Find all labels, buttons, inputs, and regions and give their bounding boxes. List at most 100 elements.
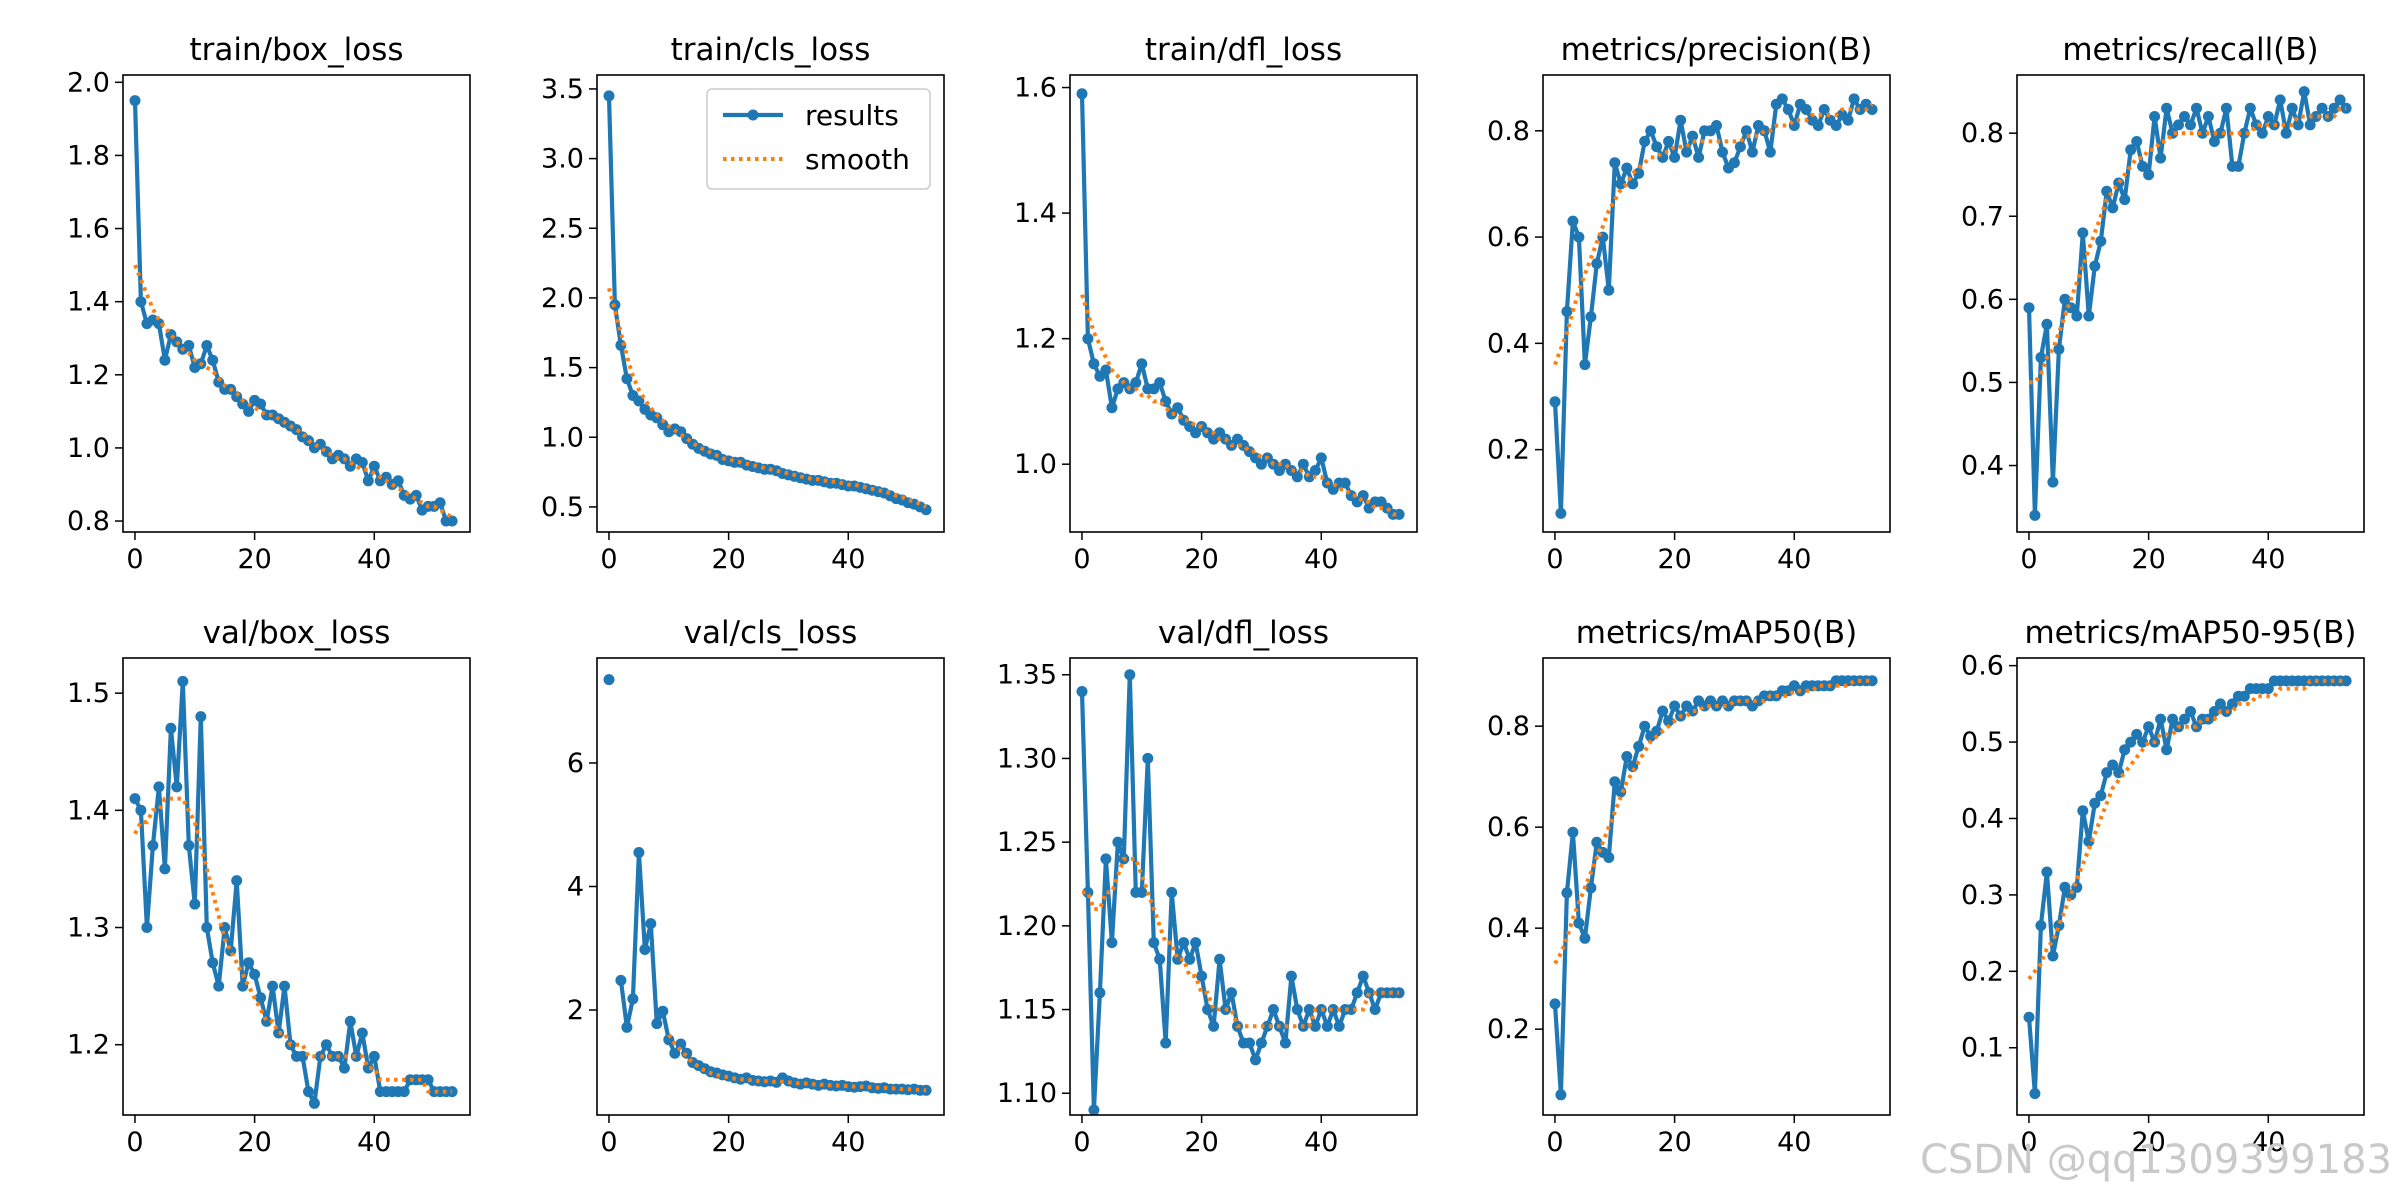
results-point [1591, 258, 1603, 270]
results-point [1076, 686, 1088, 697]
results-point [1734, 141, 1746, 153]
panel-title: metrics/mAP50-95(B) [2024, 615, 2356, 651]
x-tick-label: 20 [1657, 1127, 1691, 1158]
results-point [2310, 111, 2322, 122]
results-point [1866, 104, 1878, 115]
results-point [1339, 477, 1351, 489]
x-tick-label: 0 [1073, 544, 1090, 575]
results-point [1178, 937, 1190, 949]
x-tick-label: 0 [1546, 544, 1563, 575]
axes-frame [1542, 74, 1891, 533]
y-tick-label: 0.5 [1961, 727, 2004, 758]
results-point [171, 781, 183, 793]
results-point [1615, 178, 1627, 190]
results-point [2125, 736, 2137, 748]
results-point [1279, 1037, 1291, 1049]
results-point [1711, 120, 1722, 131]
results-point [273, 1027, 285, 1039]
results-point [1621, 751, 1633, 762]
results-point [129, 793, 141, 805]
results-point [1830, 120, 1842, 131]
y-tick-label: 4 [567, 872, 584, 903]
y-tick-label: 1.4 [1014, 198, 1057, 229]
y-tick-label: 1.15 [997, 995, 1057, 1026]
axes-frame [596, 74, 945, 533]
results-point [1255, 1037, 1267, 1049]
results-point [2220, 102, 2232, 114]
results-point [350, 1050, 362, 1062]
x-tick-label: 20 [2131, 1127, 2165, 1158]
results-point [1585, 882, 1597, 894]
results-point [1088, 1104, 1100, 1115]
results-point [627, 993, 639, 1005]
results-point [1148, 937, 1160, 949]
results-point [1309, 1020, 1321, 1032]
y-tick-label: 0.6 [1961, 284, 2004, 315]
results-point [207, 354, 219, 366]
watermark-text: CSDN @qq1309399183 [1920, 1137, 2392, 1183]
results-point [1609, 776, 1621, 788]
results-line [1552, 678, 1873, 1097]
results-point [2107, 202, 2119, 214]
x-tick-label: 40 [831, 544, 865, 575]
results-point [2214, 698, 2226, 710]
y-tick-label: 0.7 [1961, 201, 2004, 232]
results-point [1094, 987, 1106, 999]
panel-metrics-map50-95-b: metrics/mAP50-95(B) 0 20 40 0.1 0.2 0.3 0.4 0.5 0… [1961, 615, 2365, 1158]
results-point [183, 340, 195, 351]
results-point [183, 840, 195, 851]
x-tick-label: 40 [2251, 544, 2285, 575]
results-point [1142, 752, 1154, 764]
results-point [129, 95, 141, 107]
results-point [2197, 127, 2208, 139]
results-point [1746, 146, 1758, 158]
y-tick-label: 0.2 [1961, 956, 2004, 987]
panel-title: metrics/recall(B) [2062, 32, 2318, 68]
panel-title: train/dfl_loss [1145, 32, 1342, 68]
results-point [1663, 135, 1675, 147]
results-point [1758, 125, 1770, 137]
results-point [153, 781, 165, 793]
y-tick-label: 1.4 [67, 287, 110, 318]
panel-metrics-map50-b: metrics/mAP50(B) 0 20 40 0.2 0.4 0.6 0.8 [1487, 615, 1891, 1158]
results-point [1136, 886, 1148, 898]
results-point [603, 674, 615, 686]
results-point [2143, 721, 2155, 733]
y-tick-label: 1.0 [1014, 449, 1057, 480]
results-point [2095, 235, 2107, 247]
results-point [2047, 476, 2059, 488]
panel-title: train/cls_loss [671, 32, 871, 68]
results-point [1561, 887, 1573, 899]
results-point [1261, 1020, 1273, 1032]
results-point [2143, 169, 2155, 181]
results-point [1663, 715, 1675, 727]
results-point [1124, 669, 1136, 681]
results-point [1208, 1020, 1220, 1032]
results-point [1076, 88, 1088, 100]
results-point [2029, 1088, 2041, 1100]
x-tick-label: 20 [237, 544, 271, 575]
results-point [1651, 725, 1663, 737]
results-point [2214, 127, 2226, 139]
results-point [1585, 311, 1597, 323]
x-tick-label: 20 [1184, 1127, 1218, 1158]
y-tick-label: 1.30 [997, 743, 1057, 774]
y-tick-label: 1.5 [67, 678, 110, 709]
results-point [2226, 698, 2238, 710]
results-point [1154, 953, 1166, 965]
results-point [1285, 970, 1297, 982]
results-point [1764, 146, 1776, 158]
results-point [1567, 826, 1579, 838]
results-point [675, 1038, 687, 1050]
results-point [2071, 310, 2083, 322]
results-point [1190, 937, 1202, 949]
results-point [279, 980, 290, 992]
y-tick-label: 1.10 [997, 1078, 1057, 1109]
results-point [1639, 720, 1651, 732]
results-point [2125, 144, 2137, 156]
results-point [249, 968, 261, 980]
results-point [2083, 310, 2095, 322]
results-point [243, 957, 255, 969]
results-point [645, 918, 657, 930]
axes-frame [122, 74, 471, 533]
